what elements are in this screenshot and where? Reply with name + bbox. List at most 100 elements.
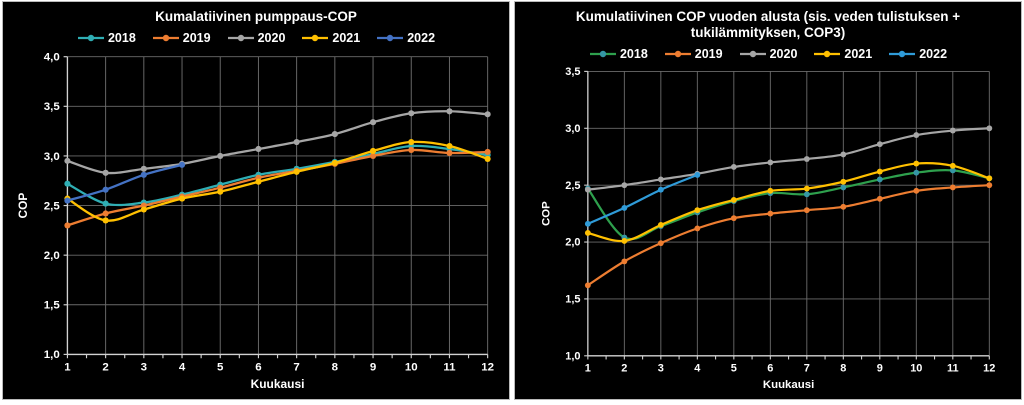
data-point-2020 bbox=[293, 138, 300, 145]
legend-item-2018: 2018 bbox=[77, 31, 136, 45]
data-point-2021 bbox=[140, 206, 147, 213]
data-point-2021 bbox=[369, 147, 377, 154]
series-2021 bbox=[64, 138, 491, 224]
y-tick-label: 1,5 bbox=[44, 299, 61, 311]
series-2022 bbox=[584, 172, 701, 227]
legend-item-2022: 2022 bbox=[376, 31, 435, 45]
x-tick-label: 12 bbox=[481, 361, 494, 373]
data-point-2018 bbox=[913, 169, 920, 176]
legend-label: 2019 bbox=[182, 31, 211, 46]
series-line-2021 bbox=[66, 140, 489, 222]
axes bbox=[584, 71, 990, 360]
legend-label: 2018 bbox=[619, 47, 648, 62]
data-point-2021 bbox=[913, 160, 920, 167]
data-point-2020 bbox=[621, 182, 628, 189]
legend-marker bbox=[377, 34, 404, 42]
y-tick-label: 1,0 bbox=[565, 351, 580, 363]
y-tick-label: 2,5 bbox=[44, 200, 61, 212]
data-point-2020 bbox=[949, 127, 956, 134]
data-point-2021 bbox=[949, 163, 956, 169]
data-point-2022 bbox=[178, 161, 186, 168]
x-tick-label: 9 bbox=[370, 361, 376, 373]
data-point-2020 bbox=[102, 169, 109, 176]
legend-item-2019: 2019 bbox=[152, 31, 211, 45]
y-tick-label: 3,5 bbox=[565, 66, 580, 78]
data-point-2020 bbox=[730, 164, 737, 171]
data-point-2019 bbox=[584, 282, 591, 289]
y-tick-label: 3,0 bbox=[565, 123, 580, 135]
chart-title-line: Kumalatiivinen pumppaus-COP bbox=[155, 9, 357, 24]
data-point-2019 bbox=[913, 188, 920, 194]
data-point-2022 bbox=[621, 205, 628, 212]
series-line-2020 bbox=[66, 109, 489, 174]
legend-marker bbox=[664, 50, 691, 58]
data-point-2018 bbox=[803, 191, 810, 198]
data-point-2019 bbox=[64, 221, 71, 229]
axes bbox=[63, 55, 489, 358]
data-point-2022 bbox=[140, 171, 147, 178]
chart-panel-cop3: Kumulatiivinen COP vuoden alusta (sis. v… bbox=[514, 1, 1022, 400]
x-tick-label: 1 bbox=[64, 361, 71, 373]
data-point-2020 bbox=[767, 159, 774, 166]
x-tick-label: 6 bbox=[767, 363, 773, 375]
x-tick-label: 10 bbox=[910, 363, 922, 375]
data-point-2021 bbox=[840, 179, 847, 185]
data-point-2020 bbox=[913, 132, 920, 139]
x-axis-title: Kuukausi bbox=[251, 377, 305, 391]
x-tick-label: 1 bbox=[585, 363, 591, 375]
data-point-2021 bbox=[331, 159, 338, 166]
data-point-2021 bbox=[657, 222, 664, 229]
chart-legend: 2018 2019 2020 2021 2022 bbox=[3, 28, 509, 47]
legend-item-2018: 2018 bbox=[589, 47, 648, 61]
legend-label: 2018 bbox=[107, 31, 136, 46]
series-2019 bbox=[584, 182, 993, 289]
x-tick-label: 12 bbox=[983, 363, 995, 375]
y-tick-label: 2,0 bbox=[44, 250, 60, 262]
legend-item-2021: 2021 bbox=[813, 47, 872, 61]
series-line-2019 bbox=[66, 148, 489, 227]
data-point-2019 bbox=[730, 215, 737, 222]
data-point-2022 bbox=[657, 187, 664, 193]
data-point-2021 bbox=[767, 188, 774, 194]
y-tick-label: 2,5 bbox=[565, 180, 580, 192]
data-point-2020 bbox=[64, 157, 71, 164]
data-point-2021 bbox=[584, 230, 591, 237]
series-2021 bbox=[584, 160, 993, 245]
data-point-2021 bbox=[730, 197, 737, 204]
series-line-2022 bbox=[66, 163, 184, 202]
legend-marker bbox=[889, 50, 916, 58]
series-line-2018 bbox=[66, 144, 489, 206]
x-tick-label: 7 bbox=[293, 361, 299, 373]
legend-label: 2021 bbox=[332, 31, 361, 46]
data-point-2021 bbox=[986, 175, 993, 182]
x-tick-label: 2 bbox=[102, 361, 108, 373]
data-point-2021 bbox=[621, 238, 628, 245]
data-point-2020 bbox=[876, 141, 883, 148]
x-tick-label: 10 bbox=[405, 361, 418, 373]
y-tick-label: 3,5 bbox=[44, 101, 61, 113]
legend-label: 2021 bbox=[844, 47, 873, 62]
data-point-2020 bbox=[369, 118, 377, 125]
data-point-2020 bbox=[584, 187, 591, 193]
data-point-2020 bbox=[446, 107, 453, 114]
gridlines bbox=[587, 71, 990, 357]
data-point-2020 bbox=[331, 130, 338, 137]
data-point-2019 bbox=[986, 182, 993, 189]
y-axis-title: COP bbox=[16, 192, 30, 218]
data-point-2020 bbox=[840, 151, 847, 158]
legend-marker bbox=[227, 34, 254, 42]
x-tick-label: 7 bbox=[804, 363, 810, 375]
chart-panel-pumppaus-cop: Kumalatiivinen pumppaus-COP 2018 2019 2020… bbox=[2, 1, 510, 400]
data-point-2020 bbox=[657, 176, 664, 183]
data-point-2018 bbox=[840, 184, 847, 191]
data-point-2019 bbox=[446, 149, 453, 156]
x-tick-label: 8 bbox=[332, 361, 339, 373]
data-point-2021 bbox=[293, 168, 300, 175]
data-point-2018 bbox=[949, 167, 956, 174]
chart-title-line: tukilämmityksen, COP3) bbox=[690, 25, 846, 41]
legend-label: 2020 bbox=[769, 47, 798, 62]
x-tick-label: 3 bbox=[658, 363, 664, 375]
series-2018 bbox=[584, 167, 993, 241]
data-point-2019 bbox=[803, 207, 810, 214]
legend-marker bbox=[77, 34, 104, 42]
